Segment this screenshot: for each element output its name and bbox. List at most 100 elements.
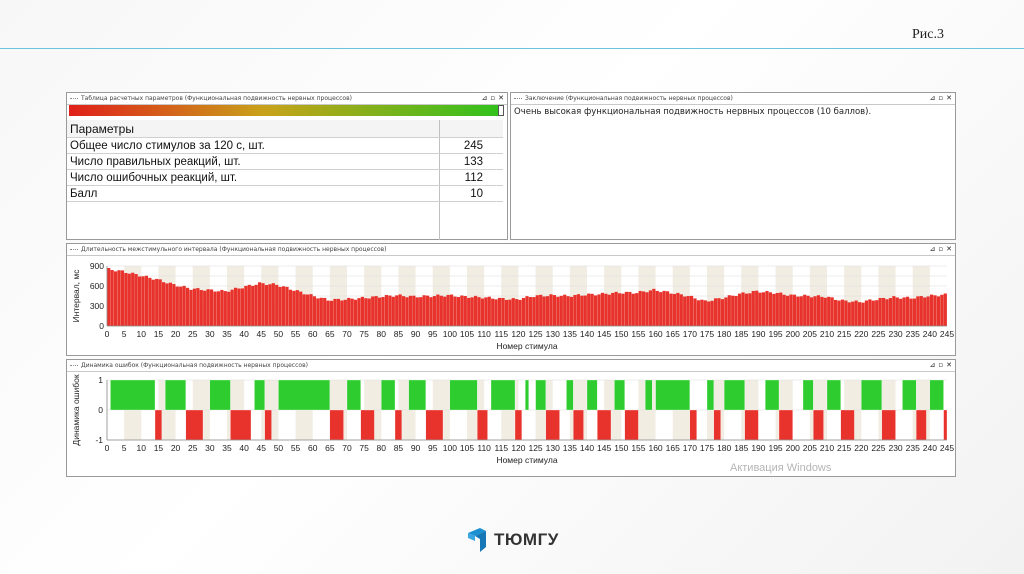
x-tick-label: 230 bbox=[888, 443, 902, 453]
interval-bar bbox=[532, 297, 536, 326]
interval-bar bbox=[816, 295, 821, 326]
interval-bar bbox=[545, 296, 550, 326]
restore-icon[interactable]: ▫ bbox=[490, 94, 496, 102]
x-tick-label: 35 bbox=[222, 443, 232, 453]
interval-bar bbox=[734, 295, 738, 326]
interval-bar bbox=[700, 299, 704, 326]
interval-bar bbox=[144, 275, 149, 326]
interval-bar bbox=[285, 286, 289, 326]
restore-icon[interactable]: ▫ bbox=[938, 361, 944, 369]
conclusion-panel-title: Заключение (Функциональная подвижность н… bbox=[525, 95, 733, 102]
x-tick-label: 120 bbox=[511, 443, 525, 453]
interval-bar bbox=[799, 296, 803, 326]
interval-bar bbox=[885, 299, 889, 326]
correct-bar bbox=[929, 379, 944, 411]
interval-bar bbox=[148, 277, 152, 326]
interval-bar bbox=[655, 290, 659, 326]
interval-bar bbox=[871, 300, 875, 326]
x-tick-label: 75 bbox=[359, 329, 369, 339]
interval-bar bbox=[854, 300, 858, 326]
interval-bar bbox=[717, 298, 721, 326]
interval-bar bbox=[515, 299, 519, 326]
interval-bar bbox=[271, 283, 275, 326]
interval-bar bbox=[398, 294, 402, 326]
conclusion-text: Очень высокая функциональная подвижность… bbox=[514, 107, 872, 117]
interval-bar bbox=[419, 297, 423, 326]
interval-bar bbox=[899, 298, 903, 326]
interval-bar bbox=[857, 302, 862, 326]
interval-bar bbox=[861, 302, 865, 326]
interval-bar bbox=[785, 295, 790, 326]
interval-bar bbox=[120, 270, 125, 326]
error-bar bbox=[840, 409, 855, 441]
interval-bar bbox=[628, 291, 632, 326]
interval-bar bbox=[559, 295, 563, 326]
interval-bar bbox=[175, 286, 179, 326]
interval-bar bbox=[583, 295, 587, 326]
error-bar bbox=[425, 409, 444, 441]
correct-bar bbox=[408, 379, 427, 411]
interval-bar bbox=[600, 292, 605, 326]
interval-bar bbox=[477, 297, 481, 326]
gradient-bar-handle[interactable] bbox=[498, 105, 504, 116]
x-tick-label: 140 bbox=[580, 443, 594, 453]
drag-grip-icon[interactable] bbox=[70, 249, 78, 251]
x-tick-label: 240 bbox=[923, 443, 937, 453]
error-bar bbox=[597, 409, 612, 441]
pin-icon[interactable]: ⊿ bbox=[929, 245, 936, 253]
x-tick-label: 0 bbox=[105, 443, 110, 453]
interval-bar bbox=[165, 283, 169, 326]
interval-bar bbox=[542, 296, 546, 326]
x-tick-label: 25 bbox=[188, 329, 198, 339]
params-table: Параметры Общее число стимулов за 120 с,… bbox=[67, 120, 503, 240]
interval-bar bbox=[926, 296, 930, 326]
interval-bar bbox=[264, 285, 269, 326]
interval-bar bbox=[844, 300, 848, 326]
correct-bar bbox=[645, 379, 653, 411]
x-tick-label: 215 bbox=[837, 443, 851, 453]
interval-bar bbox=[295, 290, 299, 326]
table-header-row: Параметры bbox=[67, 120, 503, 138]
error-bar bbox=[778, 409, 793, 441]
interval-bar bbox=[662, 290, 666, 326]
correct-bar bbox=[706, 379, 715, 411]
close-icon[interactable]: ✕ bbox=[946, 245, 952, 253]
interval-bar bbox=[206, 289, 210, 326]
x-tick-label: 175 bbox=[700, 443, 714, 453]
x-tick-label: 75 bbox=[359, 443, 369, 453]
close-icon[interactable]: ✕ bbox=[946, 94, 952, 102]
restore-icon[interactable]: ▫ bbox=[938, 94, 944, 102]
interval-bar bbox=[782, 294, 786, 326]
close-icon[interactable]: ✕ bbox=[498, 94, 504, 102]
x-tick-label: 60 bbox=[308, 329, 318, 339]
restore-icon[interactable]: ▫ bbox=[938, 245, 944, 253]
interval-bar bbox=[707, 301, 711, 326]
interval-bar bbox=[737, 293, 742, 326]
interval-bar bbox=[374, 296, 378, 326]
x-tick-label: 155 bbox=[631, 329, 645, 339]
table-row-empty bbox=[67, 201, 503, 240]
interval-bar bbox=[902, 297, 906, 326]
x-tick-label: 150 bbox=[614, 443, 628, 453]
table-row: Число ошибочных реакций, шт. 112 bbox=[67, 169, 503, 186]
x-tick-label: 55 bbox=[291, 329, 301, 339]
pin-icon[interactable]: ⊿ bbox=[929, 361, 936, 369]
pin-icon[interactable]: ⊿ bbox=[929, 94, 936, 102]
interval-bar bbox=[751, 290, 755, 326]
drag-grip-icon[interactable] bbox=[70, 98, 78, 100]
interval-bar bbox=[569, 296, 574, 326]
correct-bar bbox=[535, 379, 547, 411]
interval-chart: 0 300 600 900 0 5 10 15 20 25 30 35 40 45 50 55 60 65 70 75… bbox=[71, 261, 954, 351]
x-tick-label: 110 bbox=[477, 443, 491, 453]
interval-panel-titlebar: Длительность межстимульного интервала (Ф… bbox=[67, 244, 955, 256]
error-bar bbox=[545, 409, 560, 441]
interval-bar bbox=[676, 292, 680, 326]
interval-bar bbox=[936, 296, 941, 326]
row-label: Балл bbox=[67, 185, 440, 202]
x-tick-label: 170 bbox=[683, 329, 697, 339]
close-icon[interactable]: ✕ bbox=[946, 361, 952, 369]
drag-grip-icon[interactable] bbox=[70, 365, 78, 367]
pin-icon[interactable]: ⊿ bbox=[481, 94, 488, 102]
drag-grip-icon[interactable] bbox=[514, 98, 522, 100]
errors-panel: Динамика ошибок (Функциональная подвижно… bbox=[66, 359, 956, 477]
